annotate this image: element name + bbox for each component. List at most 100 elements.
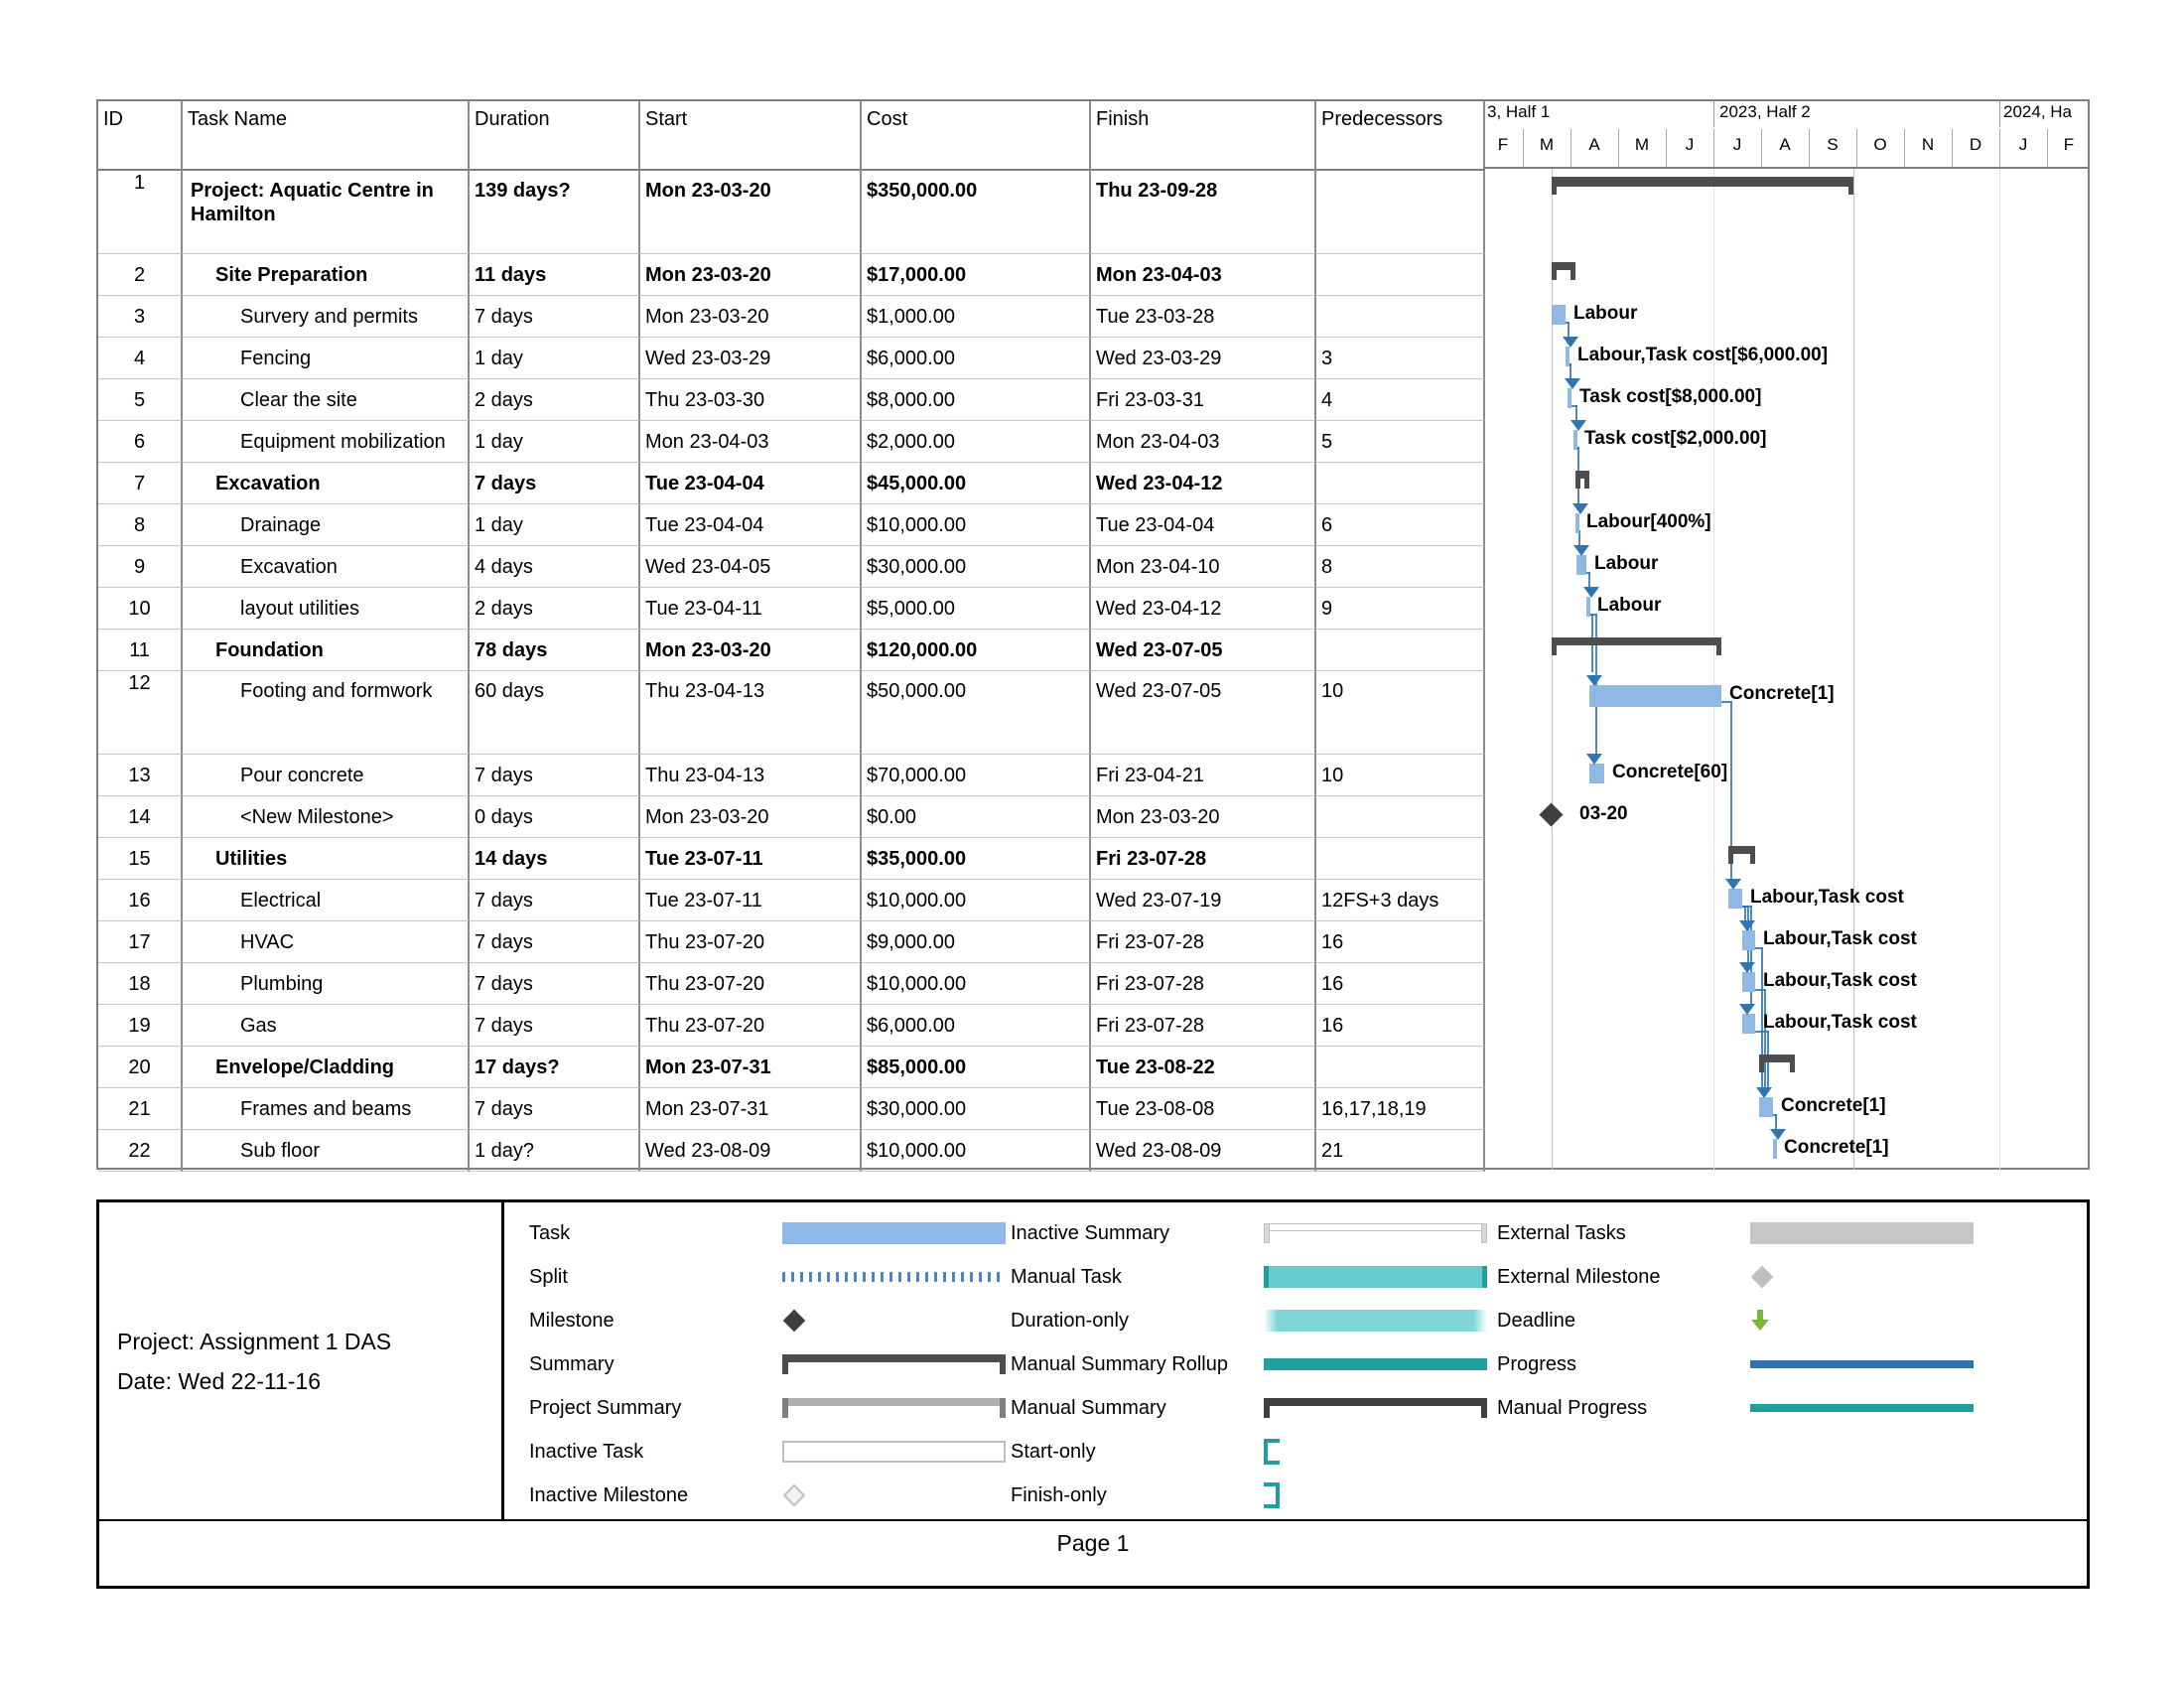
cell-cost-row5: $8,000.00 bbox=[862, 379, 1091, 421]
gantt-bar-task-row3 bbox=[1552, 305, 1566, 325]
cell-cost-row9: $30,000.00 bbox=[862, 546, 1091, 588]
link-line bbox=[1578, 530, 1580, 547]
cell-predecessors-row7 bbox=[1316, 463, 1485, 504]
link-line bbox=[1569, 363, 1571, 365]
cell-id-row13: 13 bbox=[98, 755, 183, 796]
gantt-bar-task-row21 bbox=[1759, 1097, 1773, 1117]
cell-start-row19: Thu 23-07-20 bbox=[640, 1005, 862, 1047]
cell-id-row8: 8 bbox=[98, 504, 183, 546]
cell-id-row19: 19 bbox=[98, 1005, 183, 1047]
link-line bbox=[1568, 322, 1570, 339]
timescale-month-tick bbox=[1999, 129, 2000, 167]
cell-id-row10: 10 bbox=[98, 588, 183, 630]
cell-start-row11: Mon 23-03-20 bbox=[640, 630, 862, 671]
cell-start-row21: Mon 23-07-31 bbox=[640, 1088, 862, 1130]
project-boundary-line bbox=[1853, 169, 1854, 1170]
legend-symbol-manual-summary-rollup bbox=[1264, 1358, 1487, 1370]
cell-start-row4: Wed 23-03-29 bbox=[640, 338, 862, 379]
legend-symbol-manual-task bbox=[1264, 1266, 1487, 1288]
link-line bbox=[1730, 701, 1732, 881]
gantt-bar-task-row4 bbox=[1566, 347, 1570, 366]
legend-symbol-slot bbox=[1750, 1393, 1974, 1423]
gantt-body: Labour Labour,Task cost[$6,000.00] Task co… bbox=[1483, 169, 2090, 1170]
cell-cost-row17: $9,000.00 bbox=[862, 921, 1091, 963]
summary-endcap bbox=[1552, 177, 1557, 195]
cell-id-row9: 9 bbox=[98, 546, 183, 588]
cell-id-row15: 15 bbox=[98, 838, 183, 880]
gantt-bar-label: Labour bbox=[1597, 595, 1662, 616]
summary-endcap bbox=[1750, 846, 1755, 864]
link-line bbox=[1741, 906, 1752, 908]
cell-name-row7: Excavation bbox=[183, 463, 470, 504]
cell-finish-row4: Wed 23-03-29 bbox=[1091, 338, 1316, 379]
gantt-bar-summary-row15 bbox=[1728, 846, 1755, 854]
gantt-bar-label: Labour,Task cost bbox=[1763, 1012, 1917, 1033]
cell-predecessors-row19: 16 bbox=[1316, 1005, 1485, 1047]
legend-label-external-tasks: External Tasks bbox=[1497, 1222, 1626, 1244]
task-table: ID Task Name Duration Start Cost Finish Predec… bbox=[96, 99, 2090, 1172]
cell-id-row7: 7 bbox=[98, 463, 183, 504]
timescale-month-tick bbox=[1952, 129, 1953, 167]
legend-box: Project: Assignment 1 DAS Date: Wed 22-1… bbox=[96, 1199, 2090, 1589]
legend-label-external-milestone: External Milestone bbox=[1497, 1266, 1661, 1288]
manual-bar bbox=[1264, 1266, 1487, 1288]
cell-cost-row6: $2,000.00 bbox=[862, 421, 1091, 463]
gantt-bar-task-row17 bbox=[1742, 930, 1755, 950]
cell-start-row10: Tue 23-04-11 bbox=[640, 588, 862, 630]
cell-finish-row22: Wed 23-08-09 bbox=[1091, 1130, 1316, 1172]
gantt-bar-task-row18 bbox=[1742, 972, 1755, 992]
legend-symbol-inactive-task bbox=[782, 1441, 1006, 1463]
legend-label-inactive-task: Inactive Task bbox=[529, 1441, 644, 1463]
link-arrow-icon bbox=[1565, 378, 1580, 389]
link-line bbox=[1775, 1114, 1777, 1131]
summary-bar bbox=[1264, 1223, 1487, 1231]
summary-endcap bbox=[1759, 1055, 1764, 1072]
project-info-title: Project: Assignment 1 DAS bbox=[117, 1329, 392, 1354]
legend-symbol-slot bbox=[782, 1437, 1006, 1467]
gantt-bar-task-row10 bbox=[1586, 597, 1590, 617]
timescale-month-tick bbox=[1904, 129, 1905, 167]
legend-symbol-slot bbox=[782, 1480, 1006, 1510]
link-arrow-icon bbox=[1573, 545, 1589, 556]
legend-symbol-slot bbox=[1264, 1262, 1487, 1292]
cell-finish-row16: Wed 23-07-19 bbox=[1091, 880, 1316, 921]
cell-predecessors-row15 bbox=[1316, 838, 1485, 880]
cell-id-row21: 21 bbox=[98, 1088, 183, 1130]
gantt-bar-label: Concrete[60] bbox=[1612, 762, 1728, 782]
cell-finish-row14: Mon 23-03-20 bbox=[1091, 796, 1316, 838]
cell-cost-row15: $35,000.00 bbox=[862, 838, 1091, 880]
cell-name-row6: Equipment mobilization bbox=[183, 421, 470, 463]
cell-finish-row1: Thu 23-09-28 bbox=[1091, 171, 1316, 254]
timescale-month-tick bbox=[1809, 129, 1810, 167]
link-line bbox=[1588, 572, 1590, 589]
legend-symbol-summary bbox=[782, 1354, 1006, 1374]
cell-start-row12: Thu 23-04-13 bbox=[640, 671, 862, 755]
cell-id-row11: 11 bbox=[98, 630, 183, 671]
cell-start-row7: Tue 23-04-04 bbox=[640, 463, 862, 504]
cell-cost-row2: $17,000.00 bbox=[862, 254, 1091, 296]
cell-predecessors-row3 bbox=[1316, 296, 1485, 338]
link-line bbox=[1588, 614, 1597, 616]
cell-name-row17: HVAC bbox=[183, 921, 470, 963]
cell-name-row9: Excavation bbox=[183, 546, 470, 588]
cell-predecessors-row18: 16 bbox=[1316, 963, 1485, 1005]
gantt-bar-task-row22 bbox=[1773, 1139, 1777, 1159]
legend-symbol-progress bbox=[1750, 1360, 1974, 1368]
cell-cost-row21: $30,000.00 bbox=[862, 1088, 1091, 1130]
summary-endcap bbox=[1790, 1055, 1795, 1072]
legend-label-project-summary: Project Summary bbox=[529, 1397, 682, 1419]
cell-predecessors-row10: 9 bbox=[1316, 588, 1485, 630]
timescale-month-label: J bbox=[1732, 135, 1742, 154]
legend-symbol-slot bbox=[1264, 1437, 1487, 1467]
cell-predecessors-row9: 8 bbox=[1316, 546, 1485, 588]
legend-label-milestone: Milestone bbox=[529, 1310, 614, 1332]
legend-symbol-manual-summary bbox=[1264, 1398, 1487, 1418]
cell-id-row3: 3 bbox=[98, 296, 183, 338]
gantt-bar-label: Concrete[1] bbox=[1784, 1137, 1889, 1158]
legend-symbol-slot bbox=[1264, 1218, 1487, 1248]
gantt-bar-task-row13 bbox=[1589, 764, 1604, 783]
cell-finish-row11: Wed 23-07-05 bbox=[1091, 630, 1316, 671]
timescale-month-tick bbox=[1570, 129, 1571, 167]
timescale-month-tick bbox=[1618, 129, 1619, 167]
column-header-cost: Cost bbox=[862, 101, 1091, 171]
